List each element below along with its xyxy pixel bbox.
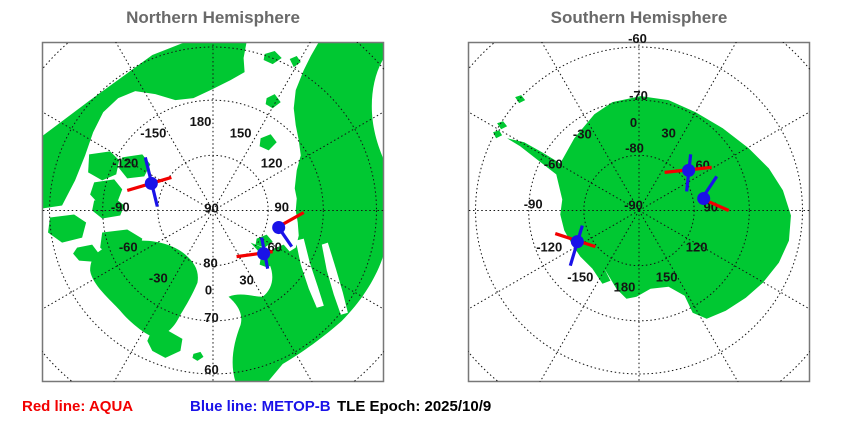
graticule-labels: 90807060180150-150120-12090-9060-6030-30… bbox=[111, 114, 289, 377]
satellite-markers bbox=[126, 156, 305, 269]
southern-hemisphere-map: -90-80-70-60030-3060-6090-90120-120150-1… bbox=[467, 31, 811, 383]
grid-label: 70 bbox=[204, 310, 218, 325]
grid-label: 120 bbox=[261, 155, 283, 170]
antarctica-landmass bbox=[507, 96, 791, 319]
northern-hemisphere-map: 90807060180150-150120-12090-9060-6030-30… bbox=[41, 41, 385, 383]
south-land-group bbox=[493, 95, 791, 319]
grid-label: -150 bbox=[140, 125, 166, 140]
sea-channel-overlay bbox=[295, 238, 324, 308]
grid-label: 0 bbox=[630, 115, 637, 130]
satellite-position-dot bbox=[144, 176, 158, 190]
grid-label: 30 bbox=[661, 125, 675, 140]
north-map-title: Northern Hemisphere bbox=[126, 8, 300, 27]
map-frame bbox=[467, 41, 811, 383]
grid-label: -60 bbox=[544, 156, 563, 171]
island-speck bbox=[192, 351, 204, 361]
grid-label: 120 bbox=[686, 240, 708, 255]
graticule bbox=[468, 42, 810, 382]
legend-red-aqua: Red line: AQUA bbox=[22, 398, 134, 415]
grid-label: -120 bbox=[112, 155, 138, 170]
siberian-island-specks bbox=[259, 51, 301, 151]
grid-label: 0 bbox=[205, 283, 212, 298]
metopb-track-line bbox=[279, 229, 294, 248]
grid-label: -60 bbox=[119, 240, 138, 255]
eurasia-northwest-landmass bbox=[42, 42, 247, 209]
grid-label: 90 bbox=[204, 201, 218, 216]
grid-label: 30 bbox=[239, 273, 253, 288]
grid-label: 60 bbox=[204, 362, 218, 377]
satellite-position-dot bbox=[272, 221, 286, 235]
grid-label: 180 bbox=[614, 280, 636, 295]
grid-label: -150 bbox=[567, 270, 593, 285]
grid-label: -80 bbox=[625, 140, 644, 155]
grid-label: -60 bbox=[628, 31, 647, 46]
graticule-labels: -90-80-70-60030-3060-6090-90120-120150-1… bbox=[524, 31, 718, 295]
grid-label: -90 bbox=[524, 196, 543, 211]
grid-label: -90 bbox=[624, 197, 643, 212]
grid-label: -90 bbox=[111, 199, 130, 214]
grid-label: 180 bbox=[190, 114, 212, 129]
grid-label: -120 bbox=[536, 240, 562, 255]
greenland-landmass bbox=[90, 240, 198, 338]
grid-label: -70 bbox=[629, 88, 648, 103]
legend-tle-epoch: TLE Epoch: 2025/10/9 bbox=[337, 398, 492, 415]
graticule bbox=[42, 42, 384, 382]
satellite-position-dot bbox=[570, 235, 584, 249]
iceland-landmass bbox=[147, 330, 183, 358]
grid-label: -30 bbox=[149, 271, 168, 286]
satellite-markers bbox=[554, 154, 730, 267]
grid-label: 80 bbox=[203, 256, 217, 271]
legend-blue-metopb: Blue line: METOP-B bbox=[190, 398, 331, 415]
map-frame bbox=[41, 41, 385, 383]
satellite-position-dot bbox=[682, 163, 696, 177]
satellite-position-dot bbox=[697, 191, 711, 205]
grid-label: 150 bbox=[230, 125, 252, 140]
satellite-position-dot bbox=[257, 247, 271, 261]
antarctic-island-specks bbox=[493, 95, 526, 139]
eurasia-east-landmass bbox=[228, 42, 384, 382]
grid-label: -30 bbox=[573, 126, 592, 141]
grid-label: 90 bbox=[274, 199, 288, 214]
sea-channel-overlay bbox=[321, 242, 348, 315]
south-map-title: Southern Hemisphere bbox=[550, 8, 728, 27]
grid-label: 150 bbox=[656, 270, 678, 285]
